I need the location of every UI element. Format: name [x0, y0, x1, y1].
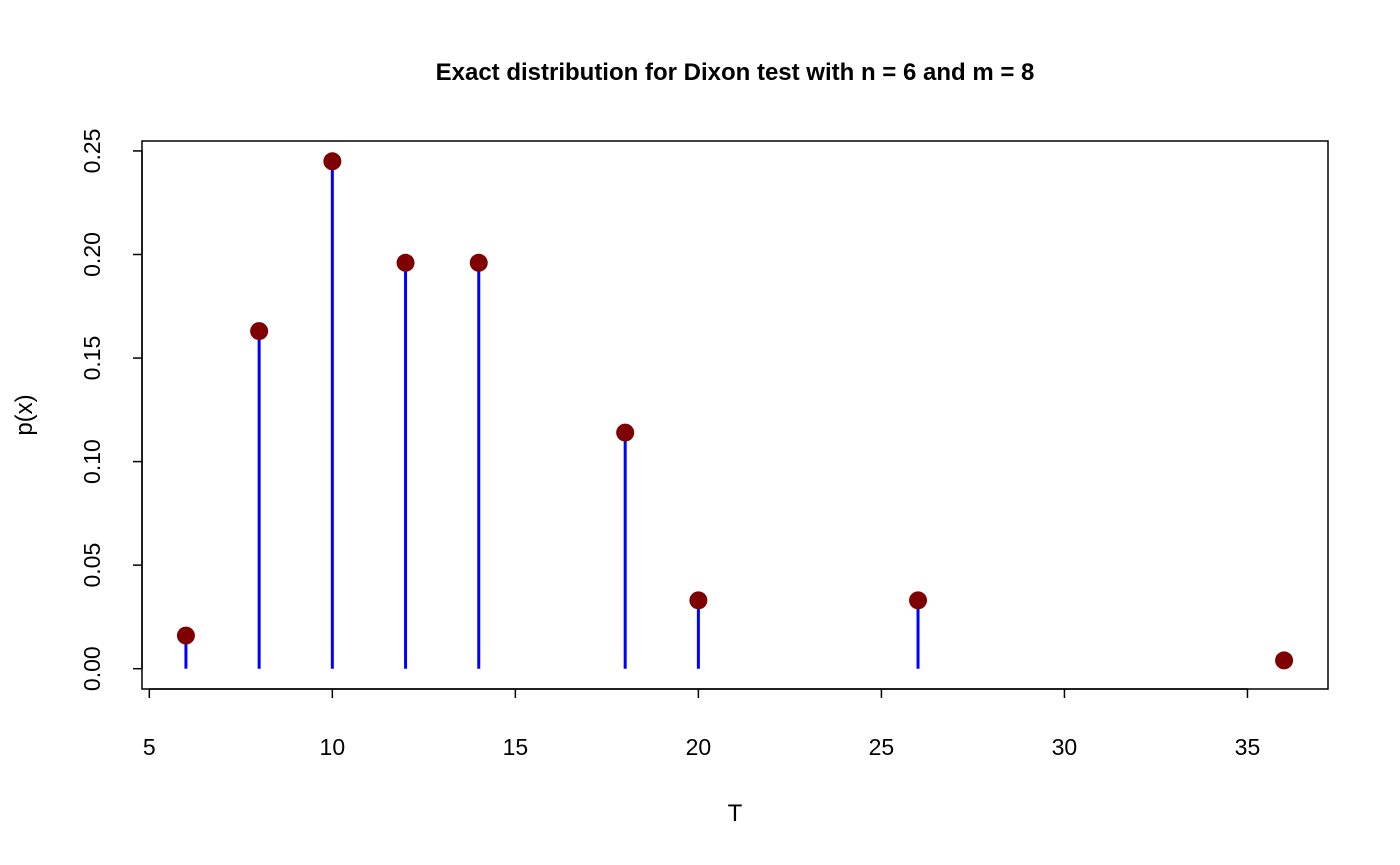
x-axis-label: T: [728, 800, 743, 827]
y-tick-label: 0.10: [79, 439, 105, 484]
y-tick-label: 0.20: [79, 232, 105, 277]
x-tick-label: 30: [1052, 734, 1078, 760]
y-tick-label: 0.05: [79, 543, 105, 588]
data-point: [323, 152, 342, 171]
plot-frame: [141, 140, 1329, 690]
y-tick-label: 0.25: [79, 129, 105, 174]
points: [176, 152, 1294, 670]
x-tick-label: 10: [320, 734, 346, 760]
data-point: [689, 591, 708, 610]
y-axis: 0.00 0.05 0.10 0.15 0.20 0.25: [79, 129, 143, 691]
data-point: [616, 423, 635, 442]
y-tick-label: 0.15: [79, 336, 105, 381]
x-tick-label: 15: [503, 734, 529, 760]
data-point: [250, 322, 269, 341]
x-tick-label: 25: [869, 734, 895, 760]
data-point: [909, 591, 928, 610]
x-tick-label: 20: [686, 734, 712, 760]
x-axis: 5 10 15 20 25 30 35: [143, 688, 1261, 760]
y-axis-label: p(x): [11, 394, 38, 435]
stems: [184, 161, 1286, 669]
data-point: [396, 253, 415, 272]
data-point: [176, 626, 195, 645]
y-tick-label: 0.00: [79, 646, 105, 691]
chart-title: Exact distribution for Dixon test with n…: [436, 59, 1035, 86]
x-tick-label: 35: [1235, 734, 1261, 760]
x-tick-label: 5: [143, 734, 156, 760]
data-point: [1275, 651, 1294, 670]
data-point: [469, 253, 488, 272]
